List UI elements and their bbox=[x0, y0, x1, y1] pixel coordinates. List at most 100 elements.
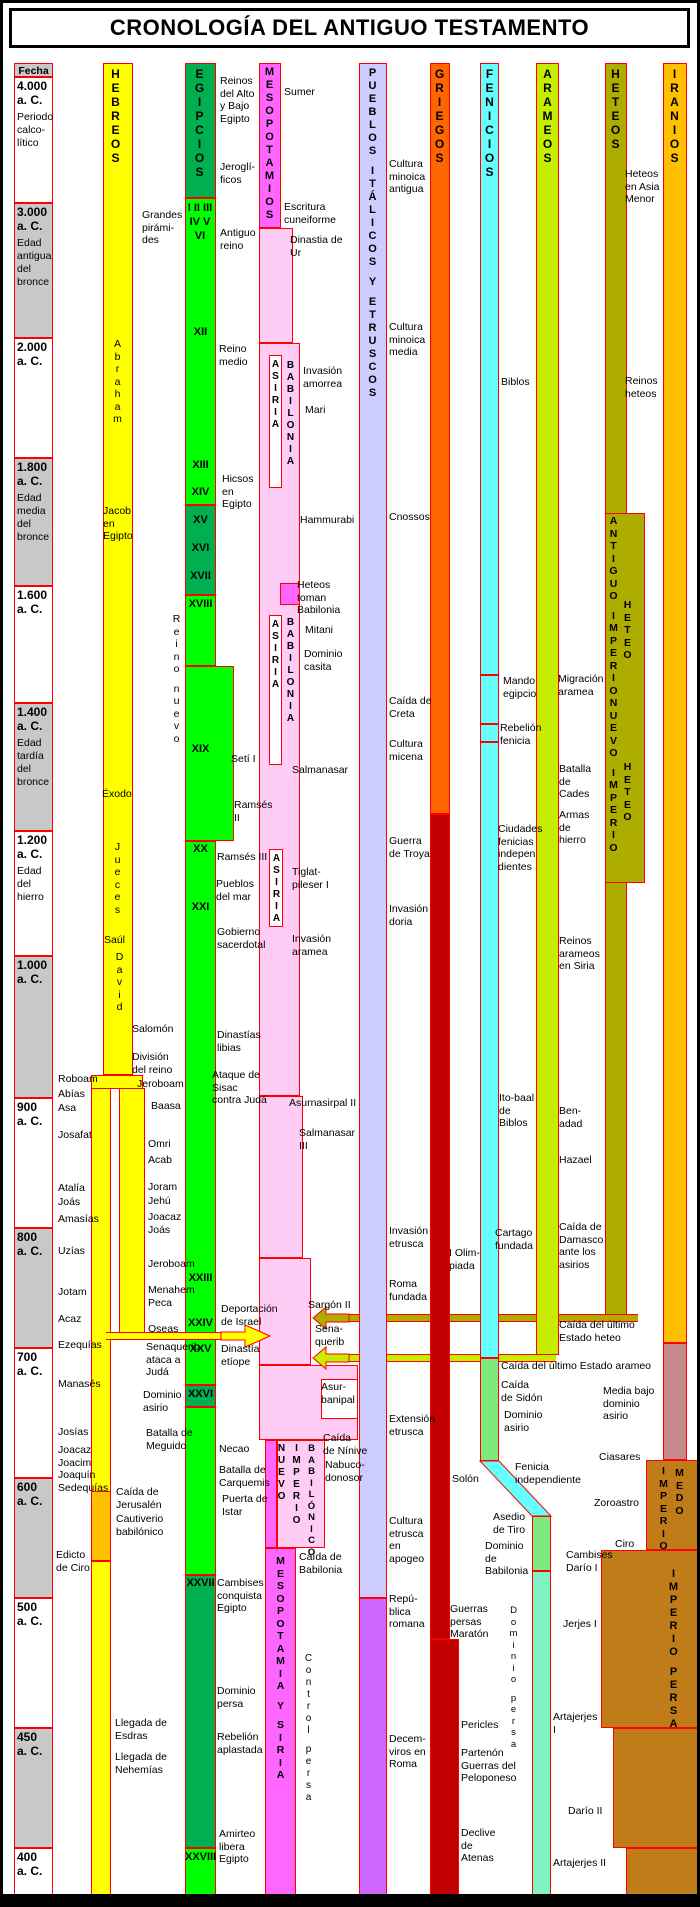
event-label: Tiglat- pileser I bbox=[292, 866, 329, 891]
event-label: Caída del último Estado arameo bbox=[501, 1360, 651, 1372]
event-label: Cautiverio babilónico bbox=[116, 1513, 164, 1538]
date-label: 800 a. C. bbox=[17, 1230, 43, 1259]
event-label: Joacaz bbox=[148, 1211, 182, 1223]
hebreos-split-junction bbox=[91, 1075, 143, 1089]
event-label: I Olim- piada bbox=[449, 1247, 480, 1272]
dynasty-numeral: XII bbox=[193, 326, 208, 338]
fenicios-independientes bbox=[480, 742, 499, 1358]
event-label: Puerta de Istar bbox=[222, 1493, 268, 1518]
egipcios-reino-nuevo-bulge bbox=[185, 666, 234, 841]
event-label: Caída de Jerusalén bbox=[116, 1486, 162, 1511]
event-label: Jeroboam bbox=[137, 1078, 184, 1090]
event-label: Ramsés III bbox=[217, 851, 268, 863]
event-label: Batalla de Carquemis bbox=[219, 1464, 270, 1489]
event-label: Grandes pirámi- des bbox=[142, 209, 183, 247]
event-label: Armas de hierro bbox=[559, 809, 590, 847]
event-label: Salmanasar bbox=[292, 764, 349, 776]
event-label: Asur- banipal bbox=[321, 1381, 355, 1406]
event-label: Invasión doria bbox=[389, 903, 429, 928]
event-label: Gobierno sacerdotal bbox=[217, 926, 266, 951]
fenicios-rebelion bbox=[480, 724, 499, 742]
event-label: Cultura minoica media bbox=[389, 321, 426, 359]
date-label: 450 a. C. bbox=[17, 1730, 43, 1759]
event-label: Saúl bbox=[104, 934, 126, 946]
arameos-column bbox=[536, 63, 559, 1355]
dynasty-numeral: XIV bbox=[191, 486, 210, 498]
dynasty-numeral: XVIII bbox=[188, 598, 213, 610]
dynasty-numeral: XXVI bbox=[187, 1388, 214, 1400]
event-label: Omri bbox=[148, 1138, 171, 1150]
event-label: Éxodo bbox=[102, 788, 132, 800]
event-label: Migración aramea bbox=[558, 673, 604, 698]
event-label: Cambises bbox=[566, 1549, 613, 1561]
meso-bottom-column bbox=[265, 1548, 296, 1898]
event-label: Darío I bbox=[566, 1562, 598, 1574]
date-section: 3.000 a. C. Edad antigua del bronce bbox=[14, 203, 53, 338]
hebreos-column bbox=[103, 63, 133, 1075]
event-label: Josafat bbox=[58, 1129, 92, 1141]
asiria-box-3 bbox=[269, 849, 283, 927]
dynasty-numeral: XXIV bbox=[187, 1317, 214, 1329]
event-label: Dominio asirio bbox=[504, 1409, 543, 1434]
era-label: Edad antigua del bronce bbox=[17, 236, 52, 289]
event-label: Setí I bbox=[231, 753, 256, 765]
dynasty-numeral: XXVIII bbox=[185, 1851, 217, 1863]
event-label: Oseas bbox=[148, 1323, 179, 1335]
dynasty-numeral: XXI bbox=[191, 901, 210, 913]
egipcios-xxviii-block bbox=[185, 1848, 216, 1898]
judah-column-late bbox=[91, 1561, 111, 1898]
dynasty-numeral: XV bbox=[193, 514, 208, 526]
event-label: Caída de Babilonia bbox=[299, 1551, 343, 1576]
date-section: 1.200 a. C. Edad del hierro bbox=[14, 831, 53, 956]
iranios-column bbox=[663, 63, 687, 1343]
dynasty-numeral: XXVII bbox=[186, 1577, 215, 1589]
event-label: Salmanasar III bbox=[299, 1127, 356, 1152]
griegos-column bbox=[430, 63, 450, 814]
event-label: Cambises conquista Egipto bbox=[217, 1577, 264, 1615]
event-label: Heteos en Asia Menor bbox=[625, 168, 660, 206]
event-label: Reinos arameos en Siria bbox=[559, 935, 600, 973]
event-label: Reinos del Alto y Bajo Egipto bbox=[220, 75, 255, 125]
event-label: Sargón II bbox=[308, 1299, 351, 1311]
event-label: Nabuco- donosor bbox=[325, 1459, 365, 1484]
imperio-persa-block-1 bbox=[601, 1550, 697, 1728]
event-label: Senaquerib ataca a Judá bbox=[146, 1341, 200, 1379]
dynasty-numeral: XVI bbox=[191, 542, 210, 554]
egipcios-reino-nuevo bbox=[185, 595, 216, 666]
event-label: Asa bbox=[58, 1102, 77, 1114]
egipcios-antiguo-reino bbox=[185, 198, 216, 505]
event-label: Llegada de Nehemías bbox=[115, 1751, 167, 1776]
aramean_state_fall-band bbox=[348, 1354, 556, 1362]
israel-column bbox=[119, 1088, 145, 1335]
dynasty-numeral: XXIII bbox=[188, 1272, 213, 1284]
event-label: Ben- adad bbox=[559, 1105, 583, 1130]
egipcios-xxvii-block bbox=[185, 1575, 216, 1848]
meso-asiria-2 bbox=[259, 1096, 303, 1258]
event-label: Dominio de Babilonia bbox=[485, 1540, 529, 1578]
date-label: 700 a. C. bbox=[17, 1350, 43, 1379]
event-label: División del reino bbox=[132, 1051, 173, 1076]
event-label: Cnossos bbox=[389, 511, 430, 523]
event-label: Escritura cuneiforme bbox=[284, 201, 336, 226]
fenicios-dominio-asirio bbox=[480, 1358, 499, 1461]
era-label: Periodo calco- lítico bbox=[17, 110, 54, 150]
event-label: Hazael bbox=[559, 1154, 592, 1166]
event-label: Media bajo dominio asirio bbox=[603, 1385, 655, 1423]
event-label: Repú- blica romana bbox=[389, 1593, 425, 1631]
event-label: Necao bbox=[219, 1443, 250, 1455]
event-label: Baasa bbox=[151, 1100, 181, 1112]
event-label: Joás bbox=[58, 1196, 81, 1208]
asurbanipal-notch bbox=[321, 1379, 358, 1419]
asiria-box-2 bbox=[269, 615, 282, 765]
event-label: Jotam bbox=[58, 1286, 87, 1298]
event-label: Reino medio bbox=[219, 343, 248, 368]
republica-romana-column bbox=[359, 1598, 387, 1898]
event-label: Mando egipcio bbox=[503, 675, 537, 700]
mesopotamios-header bbox=[259, 63, 281, 228]
